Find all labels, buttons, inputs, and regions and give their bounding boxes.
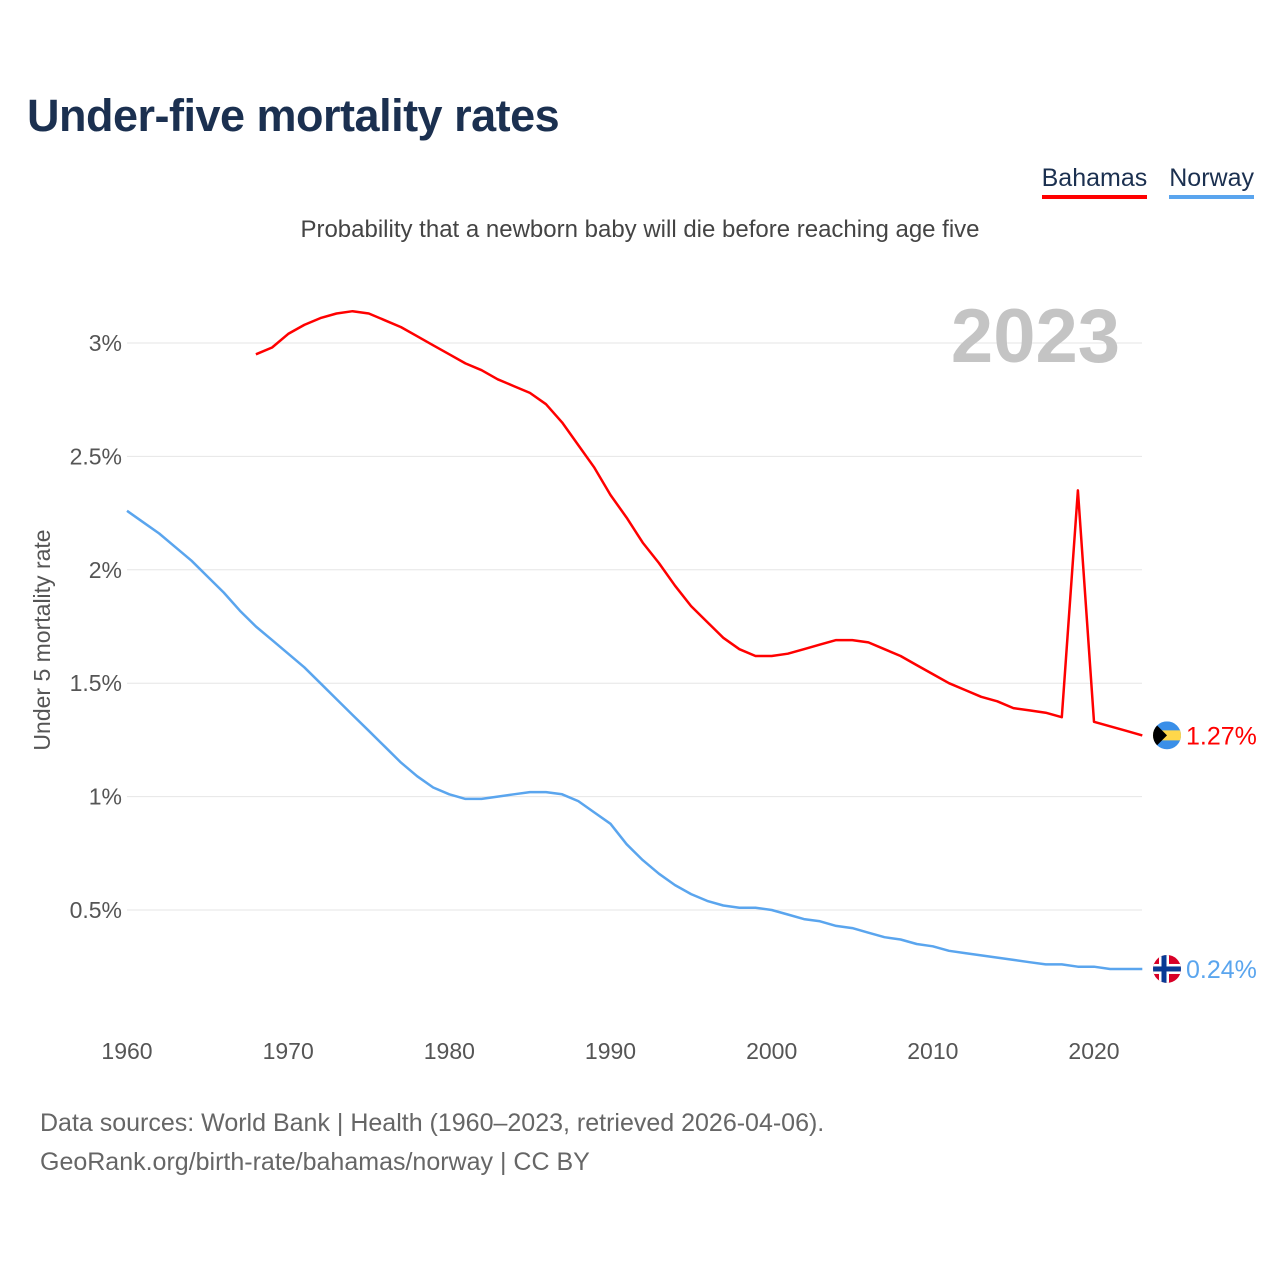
legend: Bahamas Norway xyxy=(1041,164,1254,199)
x-tick-label: 2000 xyxy=(746,1038,797,1064)
series-line-bahamas xyxy=(255,309,1143,737)
norway-flag-icon xyxy=(1153,954,1181,983)
chart-title: Under-five mortality rates xyxy=(27,90,560,141)
y-tick-label: 0.5% xyxy=(70,897,122,923)
data-source-text: Data sources: World Bank | Health (1960–… xyxy=(40,1109,825,1137)
x-tick-label: 2010 xyxy=(907,1038,958,1064)
y-axis-label: Under 5 mortality rate xyxy=(29,529,55,750)
y-tick-label: 1% xyxy=(89,784,122,810)
end-value-label-norway: 0.24% xyxy=(1186,956,1257,984)
x-tick-label: 1990 xyxy=(585,1038,636,1064)
attribution-link[interactable]: GeoRank.org/birth-rate/bahamas/norway | … xyxy=(40,1148,590,1176)
footer: Data sources: World Bank | Health (1960–… xyxy=(40,1104,824,1182)
end-value-label-bahamas: 1.27% xyxy=(1186,722,1257,750)
chart-subtitle: Probability that a newborn baby will die… xyxy=(300,216,980,243)
y-tick-label: 1.5% xyxy=(70,670,122,696)
legend-item-norway[interactable]: Norway xyxy=(1169,164,1254,199)
series-line-norway xyxy=(126,509,1143,971)
year-watermark: 2023 xyxy=(951,294,1120,379)
y-tick-label: 3% xyxy=(89,330,122,356)
legend-item-bahamas[interactable]: Bahamas xyxy=(1041,164,1148,199)
x-tick-label: 1970 xyxy=(263,1038,314,1064)
bahamas-flag-icon xyxy=(1153,721,1181,750)
y-tick-label: 2% xyxy=(89,557,122,583)
x-tick-label: 2020 xyxy=(1068,1038,1119,1064)
x-tick-label: 1980 xyxy=(424,1038,475,1064)
y-tick-label: 2.5% xyxy=(70,443,122,469)
x-tick-label: 1960 xyxy=(101,1038,152,1064)
